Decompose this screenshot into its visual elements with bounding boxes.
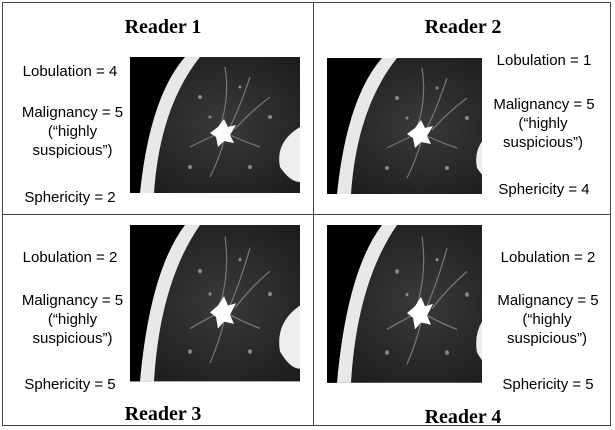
malignancy-note: (“highly suspicious”) [493, 114, 593, 152]
malignancy: Malignancy = 5 [484, 291, 612, 310]
lobulation: Lobulation = 1 [480, 51, 608, 70]
sphericity: Sphericity = 2 [10, 188, 130, 207]
lobulation: Lobulation = 4 [10, 62, 130, 81]
malignancy-note: (“highly suspicious”) [25, 310, 120, 348]
lobulation: Lobulation = 2 [10, 248, 130, 267]
ct-image [327, 58, 482, 195]
malignancy-note: (“highly suspicious”) [25, 122, 120, 160]
malignancy: Malignancy = 5 [10, 103, 135, 122]
malignancy-note: (“highly suspicious”) [497, 310, 597, 348]
sphericity: Sphericity = 5 [484, 375, 612, 394]
divider [2, 214, 611, 215]
sphericity: Sphericity = 5 [10, 375, 130, 394]
sphericity: Sphericity = 4 [480, 180, 608, 199]
panel-title: Reader 2 [313, 16, 613, 39]
ct-image [130, 57, 300, 193]
ct-image [130, 225, 300, 382]
malignancy: Malignancy = 5 [480, 95, 608, 114]
lobulation: Lobulation = 2 [484, 248, 612, 267]
figure: Reader 1 Lobulation = 4 Malignancy = 5 (… [0, 0, 615, 430]
panel-title: Reader 3 [13, 403, 313, 426]
ct-image [327, 225, 482, 383]
panel-title: Reader 4 [313, 406, 613, 429]
panel-title: Reader 1 [13, 16, 313, 39]
malignancy: Malignancy = 5 [10, 291, 135, 310]
